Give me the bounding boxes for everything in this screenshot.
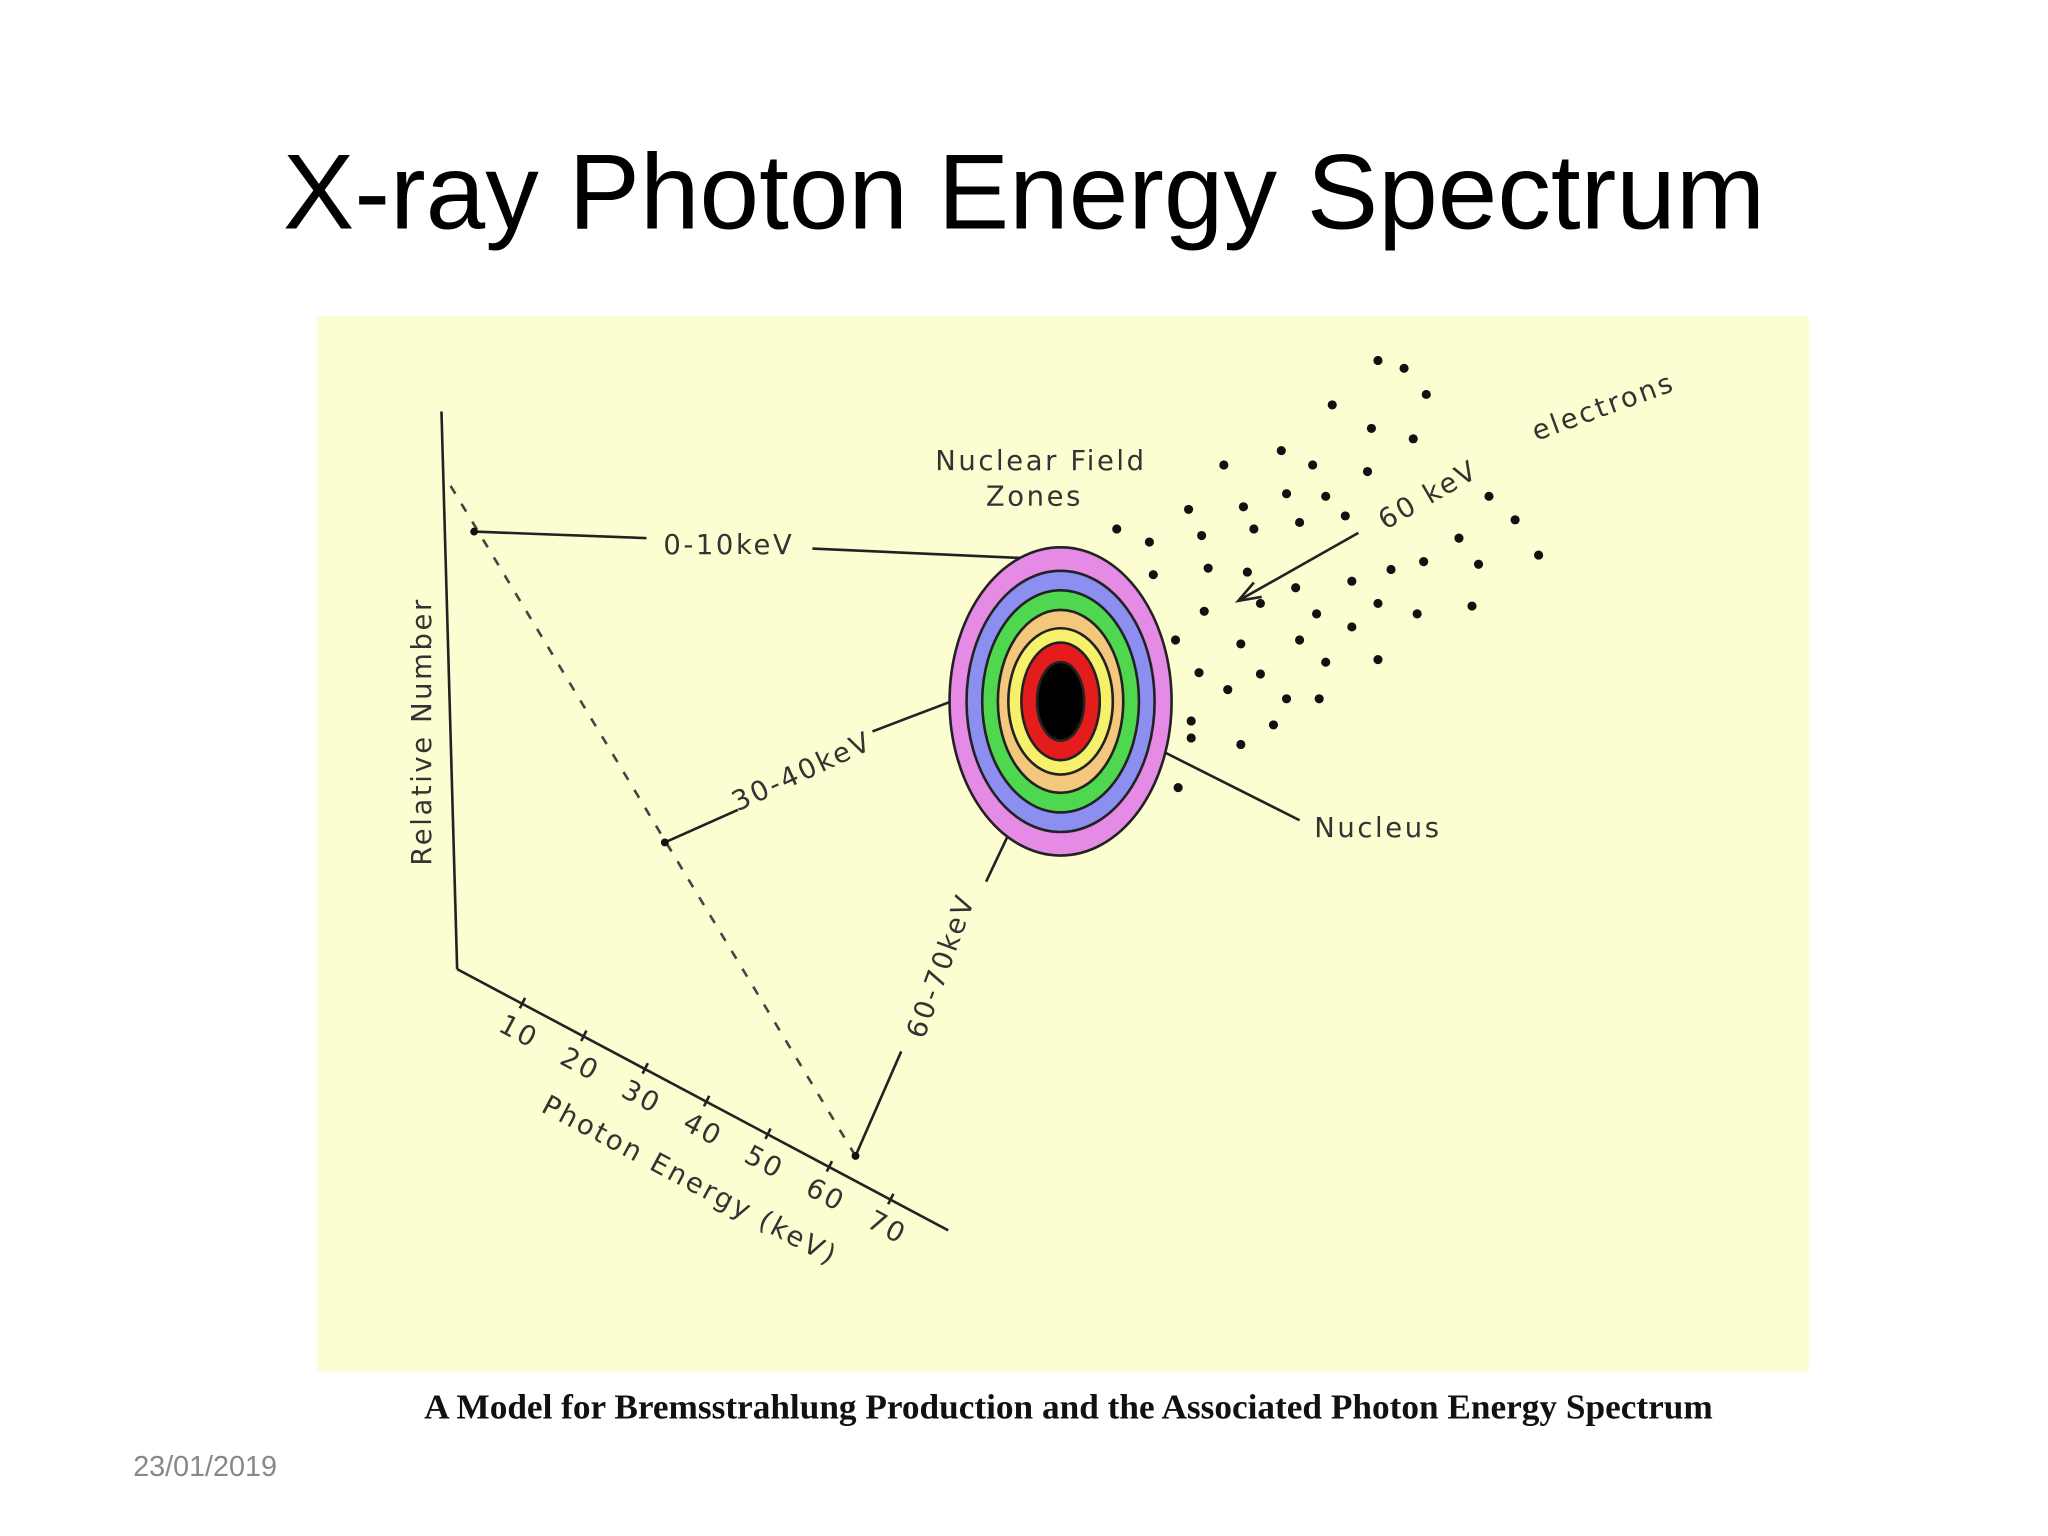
arrow-head	[1234, 581, 1262, 603]
electron-dot	[1340, 511, 1350, 521]
electron-dot	[1362, 466, 1373, 477]
electron-dot	[1399, 363, 1409, 373]
electron-dot	[1347, 576, 1357, 586]
electron-dot	[1197, 530, 1207, 541]
caption: A Model for Bremsstrahlung Production an…	[424, 1387, 1713, 1426]
electron-dot	[1347, 622, 1357, 632]
electron-dot	[1373, 598, 1383, 608]
electron-dot	[1194, 668, 1204, 678]
y-axis	[440, 411, 459, 970]
electron-dot	[1144, 537, 1154, 547]
electron-dot	[1148, 570, 1158, 580]
electron-dot	[1295, 517, 1305, 528]
electron-dot	[1408, 434, 1418, 444]
electron-dot	[1236, 639, 1246, 649]
electron-dot	[1312, 609, 1322, 619]
electron-dot	[1112, 524, 1122, 534]
spectrum-line	[449, 485, 857, 1157]
electron-dot	[1534, 550, 1544, 560]
electron-dot	[1238, 502, 1248, 512]
x-axis	[456, 967, 949, 1232]
electron-dot	[1419, 557, 1429, 567]
electron-dot	[1454, 533, 1464, 543]
point	[470, 527, 479, 536]
electron-dot	[1199, 606, 1209, 616]
tick-mark	[886, 1193, 895, 1205]
nuclear-field-zones	[948, 545, 1173, 857]
electron-dot	[1186, 716, 1196, 726]
electron-dot	[1281, 489, 1292, 499]
y-axis-label: Relative Number	[407, 597, 438, 866]
electron-dot	[1467, 601, 1477, 611]
electron-dot	[1281, 694, 1292, 704]
electron-dot	[1184, 504, 1194, 514]
electron-dot	[1219, 460, 1229, 470]
electron-dot	[1170, 635, 1181, 645]
electron-dot	[1484, 491, 1494, 501]
electron-dot	[1173, 783, 1183, 793]
electron-dot	[1321, 491, 1331, 501]
tick-mark	[641, 1062, 650, 1075]
electron-dot	[1249, 524, 1259, 534]
electron-dot	[1510, 515, 1520, 525]
electron-dot	[1327, 400, 1337, 410]
point	[851, 1152, 860, 1160]
electron-dot	[1291, 583, 1301, 593]
electron-dot	[1373, 655, 1383, 665]
electron-dot	[1421, 389, 1431, 400]
nucleus	[1035, 660, 1086, 742]
electron-dot	[1242, 567, 1252, 577]
tick-mark	[702, 1095, 711, 1107]
electron-dot	[1295, 635, 1305, 645]
date: 23/01/2019	[133, 1451, 277, 1483]
electron-dot	[1236, 739, 1246, 750]
electron-dot	[1412, 609, 1422, 619]
tick-mark	[580, 1029, 588, 1042]
electron-dot	[1255, 598, 1265, 608]
electron-dot	[1308, 460, 1318, 470]
electron-dot	[1268, 720, 1279, 730]
electron-dot	[1255, 669, 1265, 679]
electron-dot	[1276, 446, 1286, 456]
electron-dot	[1223, 685, 1233, 695]
electron-dot	[1373, 355, 1383, 366]
electron-dot	[1366, 423, 1376, 433]
electron-dot	[1321, 657, 1331, 667]
band-label: 0-10keV	[663, 530, 794, 561]
tick-mark	[764, 1127, 772, 1140]
point	[660, 838, 669, 847]
zones-label: Nuclear Field	[935, 446, 1146, 477]
electron-dot	[1386, 564, 1396, 575]
zones-label: Zones	[986, 481, 1083, 512]
tick-mark	[825, 1160, 834, 1173]
electron-dot	[1186, 733, 1196, 743]
slide-title: X-ray Photon Energy Spectrum	[283, 132, 1765, 252]
tick-mark	[518, 997, 527, 1009]
electron-dot	[1314, 694, 1324, 704]
nucleus-label: Nucleus	[1314, 813, 1441, 844]
electron-dot	[1473, 559, 1484, 569]
electron-dot	[1203, 563, 1213, 573]
